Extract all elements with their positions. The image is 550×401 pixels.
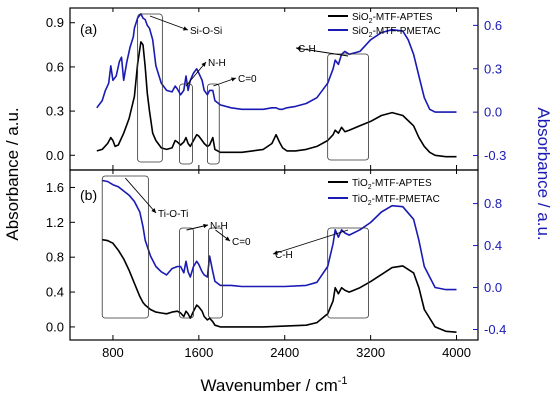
x-tick-label-4: 4000 [442, 345, 471, 360]
annotation-box-a-2 [207, 83, 220, 165]
panel-b: 800 1600 2400 3200 4000 0.0 0.4 0.8 1.2 1.6 -0.4 0.… [46, 169, 506, 360]
annotation-arrow-a-3 [295, 47, 349, 57]
y-left-tick-label-b-2: 0.8 [46, 250, 64, 265]
legend-label-tio2-pmetac: TiO2-MTF-PMETAC [352, 194, 440, 207]
annotation-box-b-1 [179, 227, 194, 319]
annotation-arrow-b-3 [272, 229, 349, 255]
annotation-arrow-a-1 [185, 61, 207, 87]
annotation-box-b-3 [327, 227, 369, 319]
x-tick-label-2: 2400 [270, 345, 299, 360]
y-left-tick-label-a-1: 0.3 [46, 104, 64, 119]
legend-label-sio2-aptes: SiO2-MTF-APTES [352, 12, 433, 25]
panel-a-series [96, 13, 457, 158]
y-left-tick-label-a-0: 0.0 [46, 148, 64, 163]
y-right-tick-label-b-1: 0.0 [484, 280, 502, 295]
annotation-arrowhead-b-3 [273, 250, 278, 255]
annotation-box-b-0 [101, 175, 149, 319]
annotation-box-a-0 [137, 13, 163, 163]
y-right-tick-label-a-2: 0.3 [484, 61, 502, 76]
annotation-label-b-1: N-H [210, 221, 228, 232]
annotation-box-a-3 [327, 53, 369, 161]
annotation-label-b-3: C-H [275, 250, 293, 261]
y-right-tick-label-b-3: 0.8 [484, 196, 502, 211]
y-right-tick-label-a-0: -0.3 [484, 148, 506, 163]
panel-b-ticks: 800 1600 2400 3200 4000 0.0 0.4 0.8 1.2 1.6 -0.4 0.… [46, 170, 506, 360]
y-right-tick-label-a-1: 0.0 [484, 105, 502, 120]
y-left-tick-label-a-3: 0.9 [46, 15, 64, 30]
series-line-b-0 [102, 238, 457, 333]
y-right-tick-label-b-0: -0.4 [484, 322, 506, 337]
annotation-arrowhead-b-2 [225, 236, 230, 241]
annotation-arrow-a-0 [149, 15, 189, 31]
y-left-tick-label-b-3: 1.2 [46, 215, 64, 230]
annotation-label-a-1: N-H [208, 58, 226, 69]
annotation-arrowhead-b-1 [203, 223, 208, 229]
panel-a-label: (a) [80, 21, 97, 37]
panel-b-series [102, 179, 457, 333]
y-left-tick-label-a-2: 0.6 [46, 59, 64, 74]
panel-b-frame [69, 169, 479, 341]
annotation-arrowhead-a-0 [183, 26, 188, 31]
annotation-arrow-b-0 [124, 177, 157, 214]
annotation-label-a-0: Si-O-Si [190, 26, 222, 37]
annotation-arrowhead-a-1 [201, 62, 206, 67]
series-line-a-1 [96, 13, 457, 113]
annotation-arrowhead-a-2 [231, 77, 236, 82]
annotation-box-a-1 [179, 83, 193, 165]
panel-b-legend: TiO2-MTF-APTES TiO2-MTF-PMETAC [328, 178, 440, 207]
x-tick-label-1: 1600 [184, 345, 213, 360]
annotation-box-b-2 [208, 227, 223, 319]
panel-a-annotations: Si-O-SiN-HC=0C-H [137, 13, 369, 165]
y-left-tick-label-b-1: 0.4 [46, 285, 64, 300]
x-tick-label-3: 3200 [356, 345, 385, 360]
y-left-tick-label-b-4: 1.6 [46, 180, 64, 195]
annotation-label-b-0: Ti-O-Ti [158, 209, 188, 220]
y-axis-title-right: Absorbance / a.u. [534, 107, 550, 240]
annotation-label-b-2: C=0 [232, 237, 251, 248]
y-axis-title-left: Absorbance / a.u. [3, 107, 22, 240]
series-line-b-1 [102, 179, 457, 291]
x-axis-title: Wavenumber / cm-1 [200, 375, 347, 395]
y-right-tick-label-b-2: 0.4 [484, 238, 502, 253]
y-right-tick-label-a-3: 0.6 [484, 18, 502, 33]
x-tick-label-0: 800 [102, 345, 124, 360]
annotation-arrowhead-b-0 [151, 208, 156, 213]
panel-b-label: (b) [80, 187, 97, 203]
series-line-a-0 [96, 41, 457, 158]
panel-b-annotations: Ti-O-Ti N-H C=0 C-H [101, 175, 369, 319]
annotation-label-a-2: C=0 [238, 74, 257, 85]
legend-label-sio2-pmetac: SiO2-MTF-PMETAC [352, 26, 441, 39]
panel-a-ticks: 0.0 0.3 0.6 0.9 -0.3 0.0 0.3 0.6 [46, 8, 506, 170]
panel-a: 0.0 0.3 0.6 0.9 -0.3 0.0 0.3 0.6 (a) Si-O-Si N-H… [46, 7, 506, 171]
annotation-arrowhead-a-3 [296, 46, 301, 51]
legend-label-tio2-aptes: TiO2-MTF-APTES [352, 178, 432, 191]
panel-a-legend: SiO2-MTF-APTES SiO2-MTF-PMETAC [328, 12, 441, 39]
y-left-tick-label-b-0: 0.0 [46, 319, 64, 334]
